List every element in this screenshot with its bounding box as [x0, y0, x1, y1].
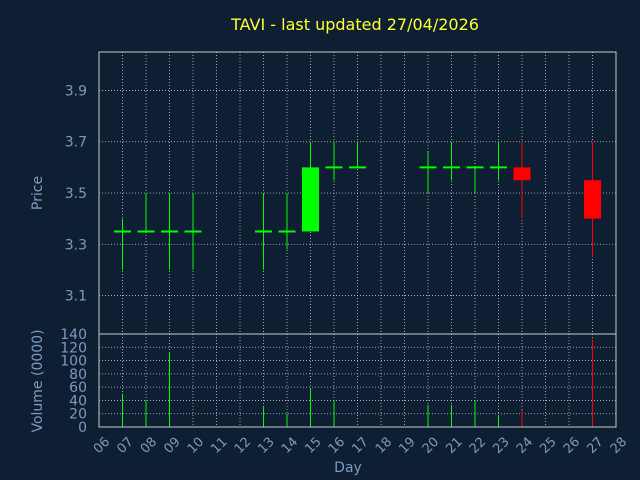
day-tick-label: 27	[584, 435, 606, 457]
volume-y-tick-label: 40	[69, 393, 87, 409]
candle-9	[161, 193, 178, 270]
price-gridlines	[98, 52, 617, 334]
candle-14	[278, 193, 296, 250]
volume-y-tick-label: 100	[60, 354, 87, 370]
candle-body	[302, 167, 319, 232]
volume-plot-frame	[98, 333, 617, 428]
day-tick-label: 26	[561, 435, 583, 457]
price-y-ticks: 3.1 3.3 3.5 3.7 3.9	[65, 83, 87, 304]
volume-gridlines	[98, 334, 617, 427]
volume-y-tick-label: 20	[69, 407, 87, 423]
candle-16	[325, 141, 343, 181]
day-tick-label: 25	[537, 435, 559, 457]
day-tick-label: 07	[114, 435, 136, 457]
candle-10	[184, 193, 202, 270]
candlesticks	[114, 141, 601, 270]
price-y-tick-label: 3.5	[65, 186, 87, 202]
volume-y-tick-label: 80	[69, 367, 87, 383]
day-tick-label: 09	[161, 435, 183, 457]
candle-27	[584, 141, 601, 258]
day-tick-label: 14	[279, 435, 301, 457]
volume-axis-label: Volume (0000)	[30, 329, 46, 432]
day-tick-label: 08	[138, 435, 160, 457]
price-y-tick-label: 3.7	[65, 135, 87, 151]
chart-title: TAVI - last updated 27/04/2026	[230, 15, 479, 34]
price-y-tick-label: 3.1	[65, 289, 87, 305]
candle-22	[466, 166, 484, 193]
candle-13	[255, 193, 272, 270]
day-tick-label: 11	[208, 435, 230, 457]
day-tick-label: 23	[490, 435, 512, 457]
candle-body	[513, 167, 531, 181]
price-axis-label: Price	[30, 176, 46, 210]
price-panel: 3.1 3.3 3.5 3.7 3.9 Price	[30, 51, 617, 335]
price-y-tick-label: 3.3	[65, 237, 87, 253]
day-axis-label: Day	[334, 460, 362, 476]
day-tick-label: 20	[420, 435, 442, 457]
price-y-tick-label: 3.9	[65, 83, 87, 99]
day-tick-label: 18	[373, 435, 395, 457]
volume-y-tick-label: 0	[78, 420, 87, 436]
candle-7	[114, 218, 131, 270]
day-tick-label: 28	[608, 435, 630, 457]
day-tick-label: 15	[302, 435, 324, 457]
volume-y-tick-label: 120	[60, 340, 87, 356]
candle-8	[137, 193, 155, 233]
candle-body	[584, 180, 601, 219]
day-tick-label: 16	[326, 435, 348, 457]
day-tick-label: 24	[514, 435, 536, 457]
day-tick-label: 17	[349, 435, 371, 457]
candle-21	[443, 141, 460, 181]
day-tick-label: 06	[91, 435, 113, 457]
candle-24	[513, 141, 531, 219]
day-tick-label: 19	[396, 435, 418, 457]
volume-y-tick-label: 140	[60, 327, 87, 343]
candle-23	[490, 141, 507, 181]
day-tick-label: 10	[185, 435, 207, 457]
day-tick-label: 12	[232, 435, 254, 457]
day-tick-label: 22	[467, 435, 489, 457]
candle-15	[302, 141, 319, 232]
candle-20	[419, 151, 437, 193]
day-tick-label: 13	[255, 435, 277, 457]
volume-bars	[122, 339, 593, 427]
day-tick-label: 21	[443, 435, 465, 457]
volume-y-tick-label: 60	[69, 380, 87, 396]
day-x-ticks: 06 07 08 09 10 11 12 13 14 15 16 17 18 19 20 21 22 23 24 25…	[91, 435, 630, 457]
candle-17	[349, 141, 366, 169]
